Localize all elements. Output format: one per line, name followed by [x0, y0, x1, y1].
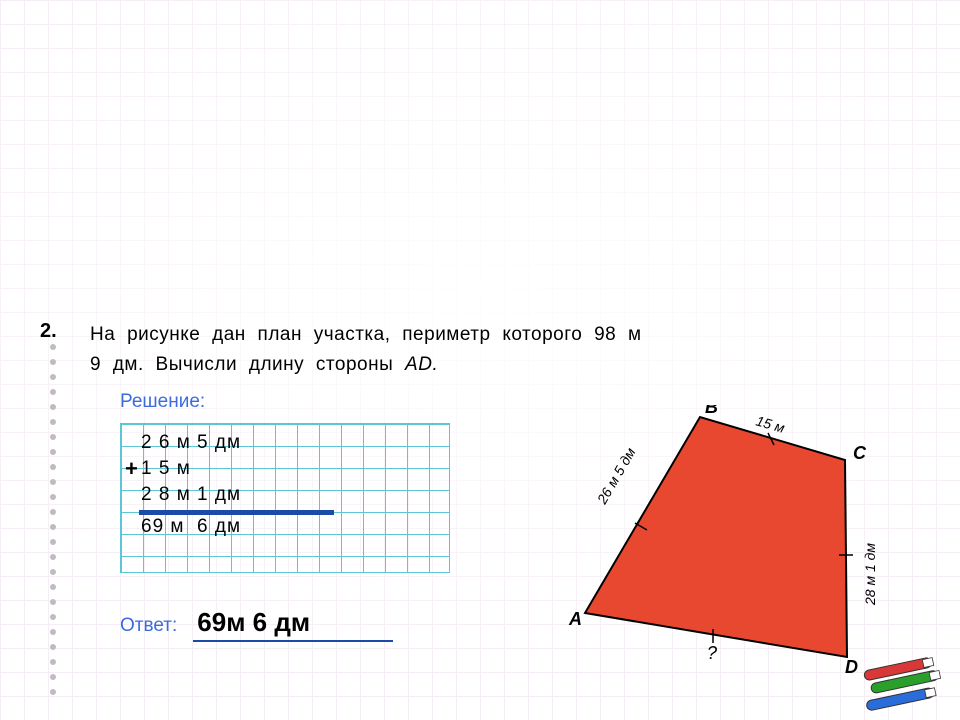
column-addition: 2 6 м 5 дм 1 5 м 2 8 м 1 дм 69 м 6 дм: [141, 430, 241, 540]
edge-AD-label: ?: [707, 643, 717, 663]
edge-AB-label: 26 м 5 дм: [593, 444, 639, 507]
problem-line1: На рисунке дан план участка, периметр ко…: [90, 324, 642, 345]
answer-label: Ответ:: [120, 615, 177, 637]
plot-figure: A B C D 26 м 5 дм 15 м 28 м 1 дм ?: [545, 405, 915, 675]
edge-BC-label: 15 м: [754, 413, 787, 437]
calc-row-1: 2 6 м 5 дм: [141, 430, 241, 456]
vertex-A: A: [568, 609, 582, 629]
plus-sign: +: [125, 456, 138, 482]
vertex-C: C: [853, 443, 867, 463]
calculation-grid: + 2 6 м 5 дм 1 5 м 2 8 м 1 дм 69 м 6 дм: [120, 423, 450, 573]
calc-row-4: 69 м 6 дм: [141, 514, 241, 540]
calc-underline: [139, 510, 334, 515]
markers-icon: [857, 657, 952, 712]
calc-row-3: 2 8 м 1 дм: [141, 482, 241, 508]
problem-statement: На рисунке дан план участка, периметр ко…: [90, 320, 642, 381]
problem-line2: 9 дм. Вычисли длину стороны: [90, 354, 405, 375]
problem-number: 2.: [40, 320, 62, 381]
edge-CD-label: 28 м 1 дм: [862, 543, 878, 606]
calc-row-2: 1 5 м: [141, 456, 241, 482]
side-name: AD.: [405, 354, 438, 375]
vertex-B: B: [705, 405, 718, 417]
answer-value: 69м 6 дм: [193, 607, 393, 642]
